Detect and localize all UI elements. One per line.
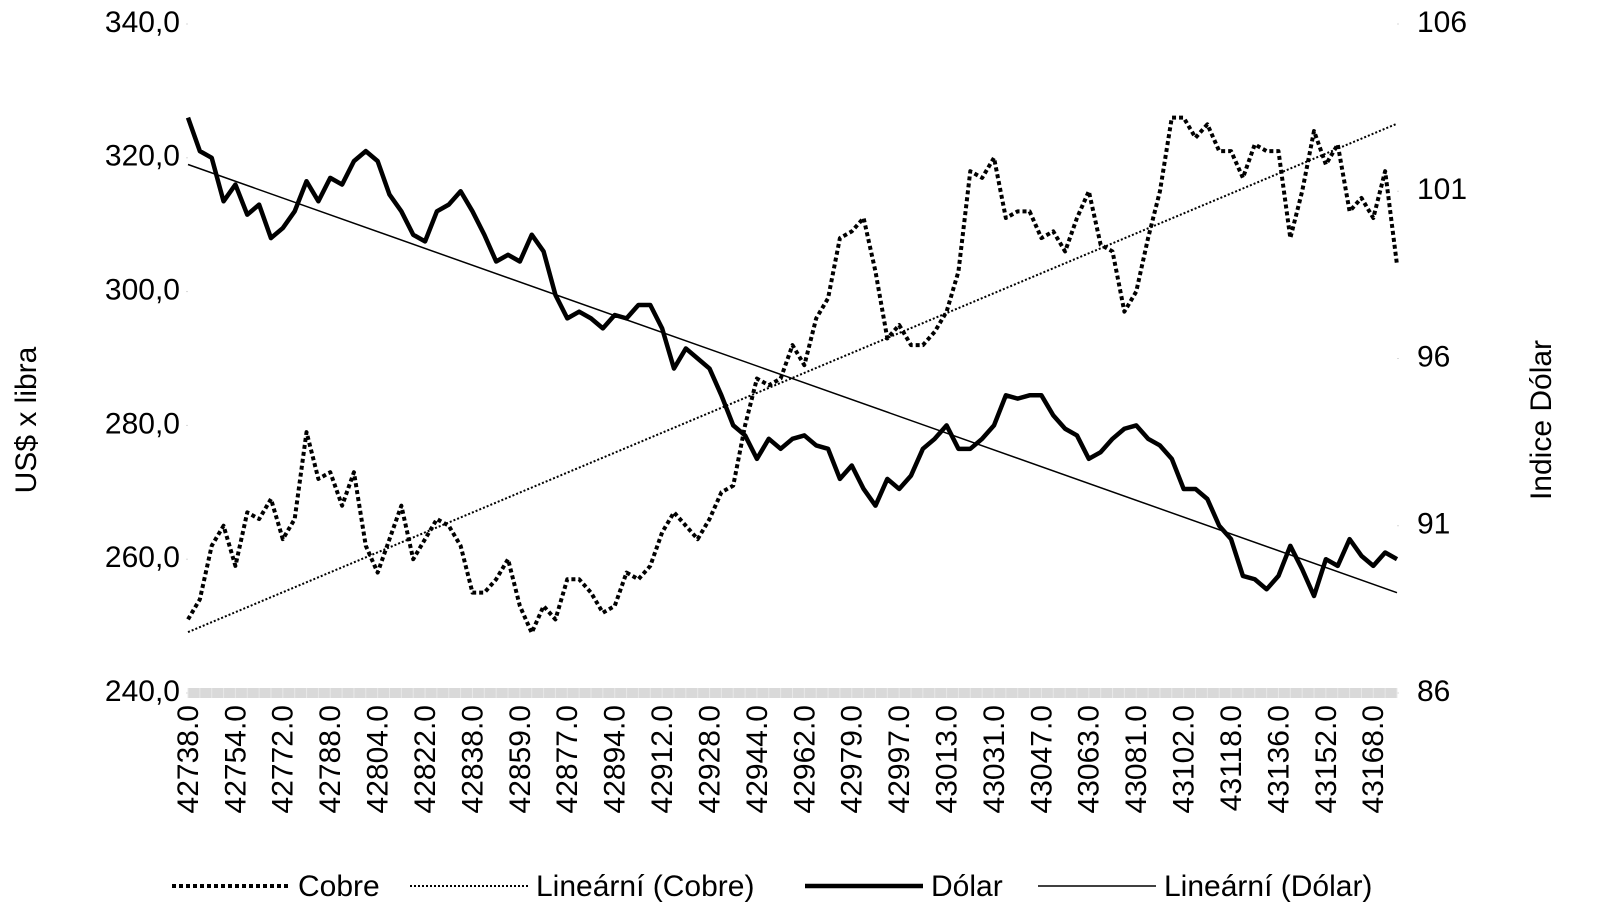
- x-tick-label: 42738.0: [172, 705, 205, 813]
- y2-tick-label: 101: [1417, 173, 1467, 206]
- x-tick-label: 43118.0: [1215, 705, 1248, 811]
- y-tick-label: 340,0: [105, 6, 180, 39]
- x-tick-label: 43136.0: [1262, 705, 1295, 813]
- trendline: [187, 122, 1398, 634]
- y2-tick-label: 86: [1417, 675, 1450, 708]
- series-line: [186, 115, 1399, 635]
- y-axis-title: US$ x libra: [10, 346, 43, 493]
- series-line: [185, 116, 1399, 599]
- x-tick-label: 42962.0: [788, 705, 821, 813]
- y2-axis-title: Indice Dólar: [1525, 340, 1558, 500]
- y2-tick-label: 91: [1417, 508, 1450, 541]
- x-tick-label: 43063.0: [1073, 705, 1106, 813]
- trendline: [187, 163, 1398, 594]
- x-tick-label: 43081.0: [1120, 705, 1153, 813]
- x-tick-label: 42754.0: [219, 705, 252, 813]
- x-tick-label: 42859.0: [504, 705, 537, 813]
- x-tick-label: 43047.0: [1025, 705, 1058, 813]
- x-tick-label: 42772.0: [267, 705, 300, 813]
- y-tick-label: 280,0: [105, 407, 180, 440]
- x-tick-label: 43102.0: [1168, 705, 1201, 813]
- x-tick-label: 42788.0: [314, 705, 347, 813]
- x-tick-label: 42912.0: [646, 705, 679, 813]
- x-tick-label: 42928.0: [693, 705, 726, 813]
- y-tick-label: 260,0: [105, 541, 180, 574]
- legend-label: Dólar: [931, 870, 1003, 903]
- x-tick-label: 42997.0: [883, 705, 916, 813]
- y2-tick-label: 106: [1417, 6, 1467, 39]
- y2-tick-label: 96: [1417, 340, 1450, 373]
- x-tick-label: 43152.0: [1310, 705, 1343, 813]
- x-tick-label: 42822.0: [409, 705, 442, 813]
- y-tick-label: 320,0: [105, 140, 180, 173]
- x-tick-label: 43013.0: [931, 705, 964, 813]
- x-tick-label: 42944.0: [741, 705, 774, 813]
- x-tick-label: 43168.0: [1357, 705, 1390, 813]
- legend-label: Lineární (Cobre): [536, 870, 754, 903]
- x-tick-label: 42804.0: [362, 705, 395, 813]
- x-tick-label: 43031.0: [978, 705, 1011, 813]
- y-tick-label: 240,0: [105, 675, 180, 708]
- legend-label: Cobre: [298, 870, 380, 903]
- x-tick-label: 42877.0: [551, 705, 584, 813]
- y-tick-label: 300,0: [105, 274, 180, 307]
- x-tick-label: 42979.0: [836, 705, 869, 813]
- x-tick-label: 42838.0: [456, 705, 489, 813]
- x-tick-label: 42894.0: [599, 705, 632, 813]
- legend-label: Lineární (Dólar): [1164, 870, 1372, 903]
